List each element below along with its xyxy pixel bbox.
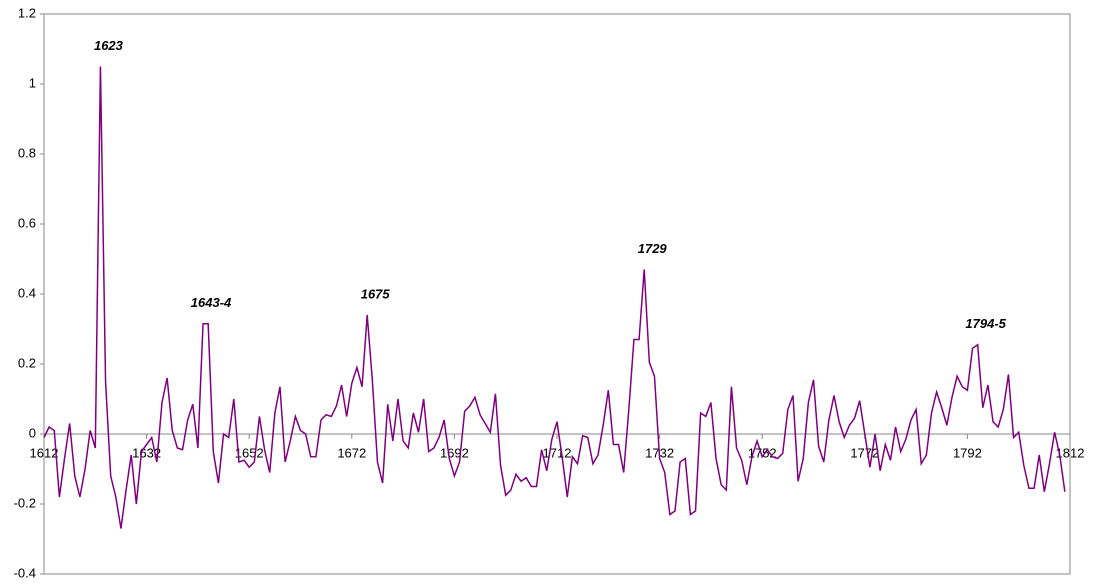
x-tick-label: 1612 (30, 445, 59, 460)
annotation: 1675 (361, 286, 391, 301)
x-tick-label: 1712 (543, 445, 572, 460)
y-tick-label: -0.2 (14, 495, 36, 510)
annotation: 1794-5 (965, 316, 1006, 331)
annotation: 1643-4 (191, 295, 232, 310)
x-tick-label: 1692 (440, 445, 469, 460)
annotation: 1729 (638, 241, 668, 256)
x-tick-label: 1792 (953, 445, 982, 460)
annotation: 1623 (94, 38, 124, 53)
y-tick-label: 0.4 (18, 285, 36, 300)
x-tick-label: 1812 (1056, 445, 1085, 460)
y-tick-label: 0 (29, 425, 36, 440)
y-tick-label: 0.6 (18, 215, 36, 230)
y-tick-label: 0.2 (18, 355, 36, 370)
y-tick-label: 1 (29, 75, 36, 90)
y-tick-label: 0.8 (18, 145, 36, 160)
line (43, 66, 1066, 529)
y-tick-label: -0.4 (14, 565, 36, 580)
plot-area (43, 13, 1071, 575)
y-tick-label: 1.2 (18, 5, 36, 20)
x-tick-label: 1772 (850, 445, 879, 460)
x-tick-label: 1672 (337, 445, 366, 460)
